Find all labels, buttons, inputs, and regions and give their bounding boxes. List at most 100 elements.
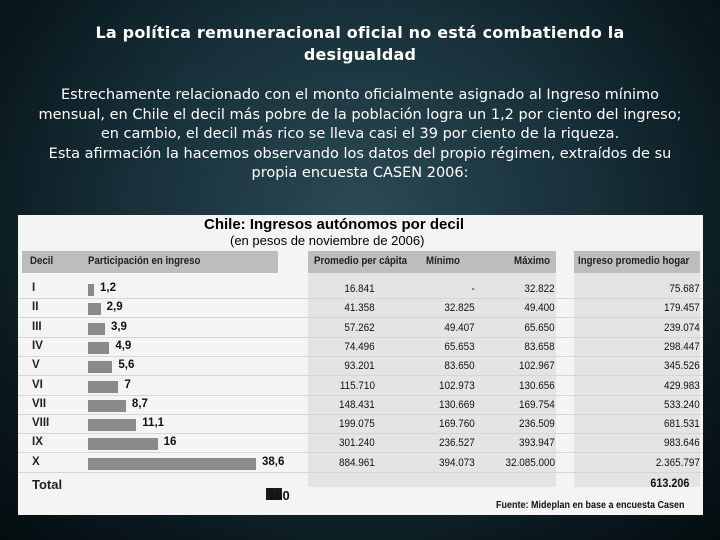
row-separator (18, 317, 703, 319)
hogar-value: 533.240 (664, 398, 700, 411)
hogar-value: 429.983 (664, 379, 700, 392)
paragraph-1: Estrechamente relacionado con el monto o… (38, 87, 682, 142)
row-separator (18, 394, 703, 396)
promedio-value: 115.710 (339, 379, 375, 392)
row-separator (18, 355, 703, 357)
paragraph-2: Esta afirmación la hacemos observando lo… (48, 145, 672, 182)
promedio-value: 93.201 (344, 360, 375, 373)
decil-label: IV (32, 339, 43, 352)
slide-title: La política remuneracional oficial no es… (95, 23, 625, 64)
decil-label: VI (32, 378, 43, 391)
decil-label: IX (32, 436, 43, 449)
header-bar-right (574, 251, 700, 273)
header-bar-left (22, 251, 278, 273)
participation-value: 5,6 (118, 359, 135, 372)
participation-bar (88, 361, 113, 374)
participation-bar (88, 457, 256, 470)
table-source: Fuente: Mideplan en base a encuesta Case… (496, 500, 685, 511)
header-maximo: Máximo (514, 255, 551, 267)
decil-label: III (32, 320, 42, 333)
maximo-value: 130.656 (519, 379, 555, 392)
participation-value: 16 (163, 436, 177, 449)
income-table-image: Chile: Ingresos autónomos por decil (en … (18, 215, 703, 515)
maximo-value: 83.658 (524, 340, 555, 353)
minimo-value: 394.073 (439, 456, 475, 469)
participation-value: 38,6 (262, 455, 285, 468)
minimo-value: 32.825 (444, 302, 475, 315)
decil-label: I (32, 282, 36, 294)
promedio-value: 199.075 (339, 418, 375, 431)
hogar-value: 179.457 (664, 302, 700, 315)
promedio-value: 16.841 (344, 283, 375, 295)
header-minimo: Mínimo (426, 255, 460, 267)
participation-value: 11,1 (142, 417, 165, 430)
participation-bar (88, 322, 105, 335)
minimo-value: 236.527 (439, 437, 475, 450)
hogar-value: 983.646 (664, 437, 700, 450)
promedio-value: 74.496 (344, 340, 375, 353)
row-separator (18, 471, 703, 473)
participation-value: 4,9 (115, 339, 132, 352)
minimo-value: 130.669 (439, 398, 475, 411)
participation-bar (88, 284, 94, 296)
maximo-value: 102.967 (519, 360, 555, 373)
row-separator (18, 298, 703, 299)
row-separator (18, 375, 703, 377)
hogar-value: 2.365.797 (655, 456, 700, 469)
total-hogar: 613.206 (649, 476, 689, 490)
promedio-value: 57.262 (344, 321, 375, 334)
promedio-value: 884.961 (339, 456, 375, 469)
minimo-value: 49.407 (444, 321, 475, 334)
header-decil: Decil (30, 255, 54, 267)
row-separator (18, 413, 703, 415)
header-hogar: Ingreso promedio hogar (578, 255, 690, 267)
row-separator (18, 336, 703, 338)
hogar-value: 681.531 (664, 418, 700, 431)
shaded-column-block-right (574, 273, 700, 487)
hogar-value: 239.074 (664, 321, 700, 334)
maximo-value: 32.085.000 (505, 456, 555, 469)
total-participation: 100 (268, 488, 290, 503)
promedio-value: 301.240 (339, 437, 375, 450)
participation-value: 2,9 (106, 301, 123, 314)
shaded-column-block (308, 273, 556, 487)
maximo-value: 32.822 (524, 283, 555, 295)
participation-bar (88, 303, 101, 316)
total-bar (266, 488, 282, 500)
hogar-value: 345.526 (664, 360, 700, 373)
table-title: Chile: Ingresos autónomos por decil (204, 216, 465, 233)
minimo-value: 65.653 (444, 340, 475, 353)
maximo-value: 169.754 (519, 398, 555, 411)
minimo-value: 83.650 (444, 360, 475, 373)
minimo-value: 169.760 (439, 418, 475, 431)
participation-value: 7 (124, 378, 131, 391)
decil-label: VIII (32, 417, 50, 430)
hogar-value: 298.447 (664, 340, 700, 353)
decil-label: II (32, 301, 39, 314)
promedio-value: 41.358 (344, 302, 375, 315)
decil-label: V (32, 359, 40, 372)
participation-value: 3,9 (110, 320, 127, 333)
decil-label: VII (32, 397, 47, 410)
participation-value: 8,7 (131, 397, 148, 410)
table-subtitle: (en pesos de noviembre de 2006) (230, 233, 425, 248)
header-bar-mid (308, 251, 556, 273)
participation-bar (88, 380, 119, 393)
participation-bar (88, 419, 137, 432)
promedio-value: 148.431 (339, 398, 375, 411)
maximo-value: 65.650 (524, 321, 555, 334)
total-label: Total (32, 477, 63, 492)
maximo-value: 393.947 (519, 437, 555, 450)
participation-bar (88, 341, 110, 354)
header-participacion: Participación en ingreso (88, 255, 201, 267)
slide-body: Estrechamente relacionado con el monto o… (34, 86, 686, 184)
row-separator (18, 452, 703, 454)
minimo-value: - (471, 283, 475, 295)
participation-bar (88, 438, 158, 451)
participation-value: 1,2 (100, 282, 116, 294)
participation-bar (88, 399, 126, 412)
maximo-value: 236.509 (519, 418, 555, 431)
hogar-value: 75.687 (669, 283, 700, 295)
decil-label: X (32, 455, 40, 468)
header-promedio: Promedio per cápita (314, 255, 408, 267)
